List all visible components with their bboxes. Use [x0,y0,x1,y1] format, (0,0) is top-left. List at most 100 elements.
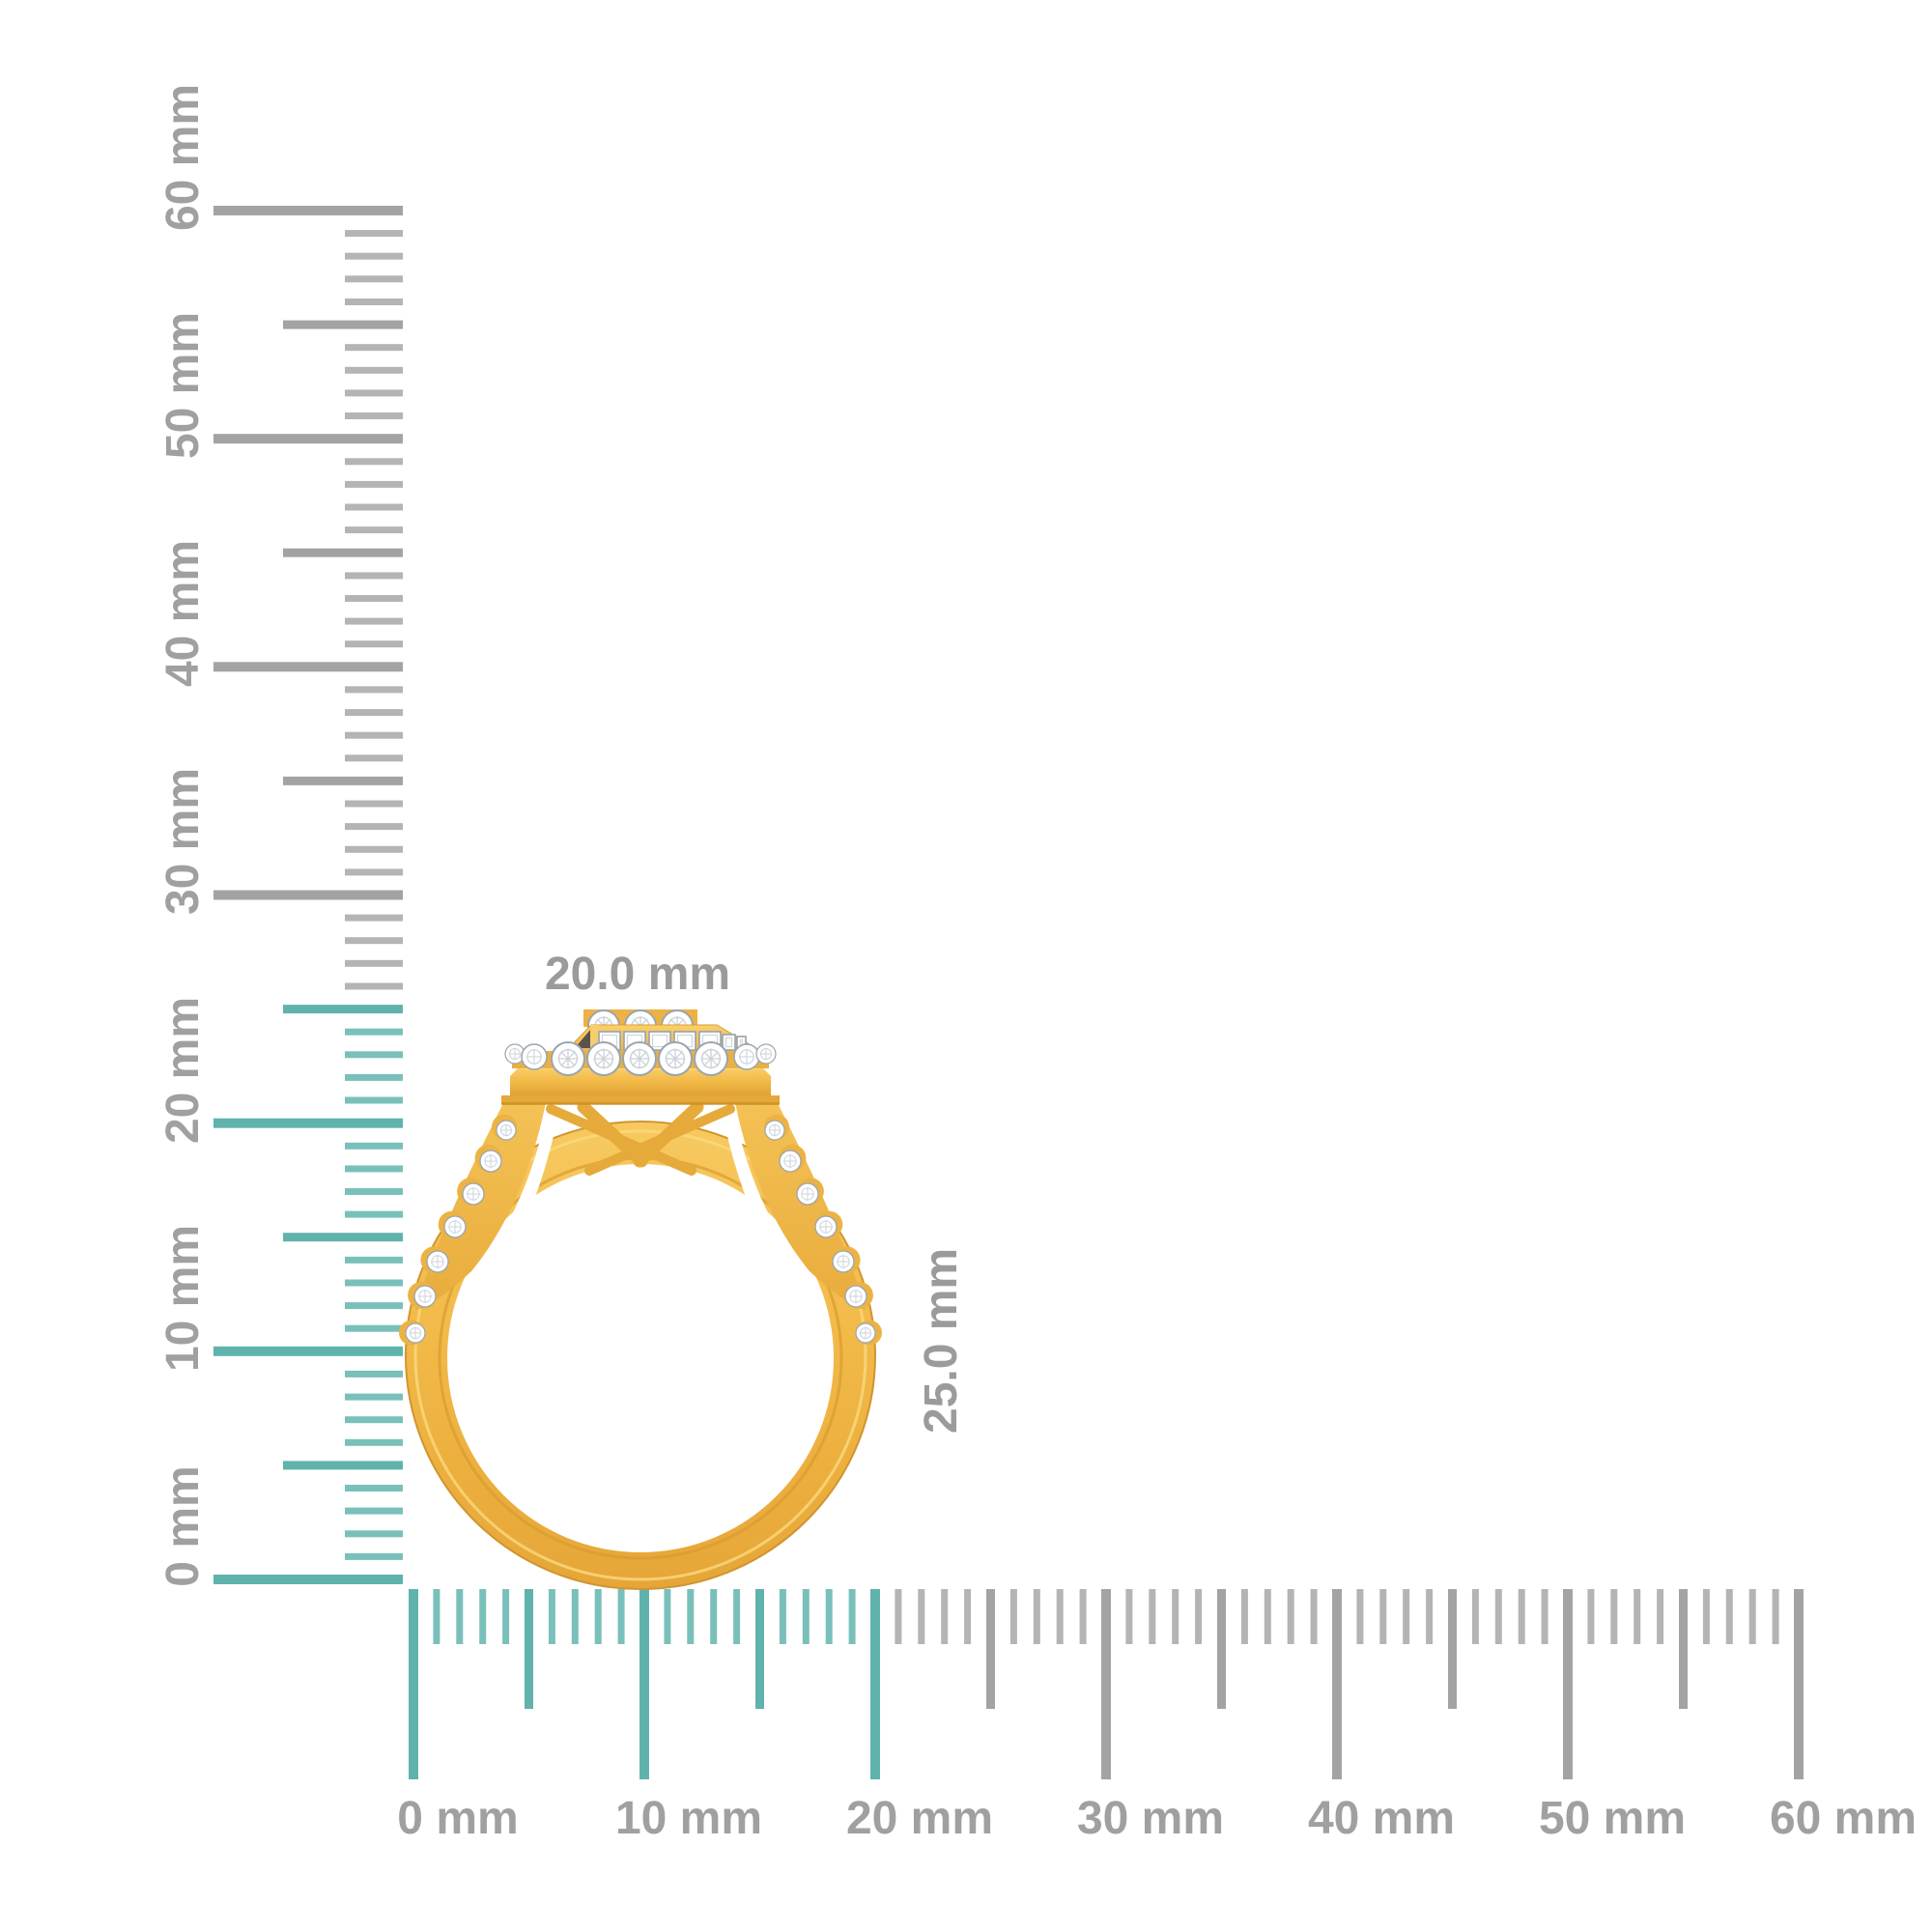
tick [283,320,403,329]
tick [345,1073,403,1081]
tick [345,686,403,694]
tick [345,982,403,990]
tick [548,1589,555,1644]
tick [345,230,403,238]
tick [283,776,403,785]
tick [1702,1589,1710,1644]
diamond-facet [700,1048,722,1069]
head-bar-lip-shadow [501,1102,780,1105]
tick [1264,1589,1271,1644]
tick [345,1210,403,1218]
halo-diamonds [504,1040,777,1077]
diamond-facet [418,1290,432,1303]
ruler-label: 20 mm [157,997,209,1144]
tick [1149,1589,1156,1644]
diamond-facet [819,1220,833,1234]
tick [1172,1589,1179,1644]
tick [848,1589,856,1644]
tick [986,1589,995,1709]
horizontal-ruler-ticks [409,1589,1804,1779]
tick [710,1589,718,1644]
tick [1587,1589,1595,1644]
tick [1426,1589,1434,1644]
tick [687,1589,695,1644]
ruler-label: 40 mm [1308,1793,1455,1844]
tick [1009,1589,1017,1644]
tick [345,1279,403,1287]
diamond-facet [593,1048,614,1069]
major-tick [409,1589,418,1779]
tick [1679,1589,1688,1709]
head-bar-lip [501,1095,780,1104]
tick [345,366,403,374]
tick [345,1485,403,1492]
tick [941,1589,949,1644]
diamond-facet [448,1220,462,1234]
major-tick [213,434,403,444]
diamond-facet [467,1187,480,1201]
ruler-label: 50 mm [157,312,209,459]
major-tick [1332,1589,1342,1779]
tick [345,845,403,853]
tick [1356,1589,1364,1644]
diamond-facet [859,1326,872,1340]
tick [345,1051,403,1059]
tick [345,1302,403,1310]
diamond-facet [837,1255,850,1268]
tick [345,275,403,283]
tick [345,640,403,648]
major-tick [1101,1589,1111,1779]
tick [345,800,403,808]
tick [1403,1589,1410,1644]
major-tick [213,1118,403,1128]
tick [345,1507,403,1515]
tick [1125,1589,1133,1644]
ring-head [501,1009,780,1105]
tick [345,1324,403,1332]
tick [456,1589,464,1644]
diamond-facet [738,1048,755,1065]
tick [345,1370,403,1378]
ring-width-label: 20.0 mm [545,949,730,1000]
tick [345,503,403,511]
ruler-label: 60 mm [157,84,209,231]
diamond-facet [484,1154,497,1168]
tick [345,1552,403,1560]
gallery-struts [546,1100,735,1176]
tick [345,1096,403,1104]
tick [345,595,403,602]
ruler-label: 0 mm [157,1465,209,1586]
ring-band-highlight [413,1129,867,1581]
major-tick [213,1575,403,1584]
tick [345,1438,403,1446]
ruler-label: 30 mm [157,768,209,915]
tick [1748,1589,1756,1644]
left-split-gap [487,1111,558,1269]
tick [345,617,403,625]
diamond-facet [768,1123,781,1137]
head-plate-divider [590,1025,599,1052]
tick [1518,1589,1525,1644]
shoulder-diamonds-right [764,1114,882,1346]
tick [345,412,403,419]
vertical-ruler: 0 mm 10 mm 20 mm 30 mm 40 mm 50 mm 60 mm [157,84,403,1587]
tick [345,480,403,488]
tick [1471,1589,1479,1644]
tick [345,1142,403,1150]
tick [964,1589,972,1644]
tick [1240,1589,1248,1644]
tick [345,959,403,967]
tick [433,1589,440,1644]
tick [345,298,403,305]
horizontal-ruler-labels: 0 mm 10 mm 20 mm 30 mm 40 mm 50 mm 60 mm [397,1793,1917,1844]
tick [345,709,403,717]
tick [895,1589,902,1644]
tick [345,1028,403,1036]
diamond-facet [499,1123,513,1137]
diamond-facet [409,1326,422,1340]
major-tick [1794,1589,1804,1779]
tick [345,572,403,580]
major-tick [870,1589,880,1779]
tick [1310,1589,1318,1644]
